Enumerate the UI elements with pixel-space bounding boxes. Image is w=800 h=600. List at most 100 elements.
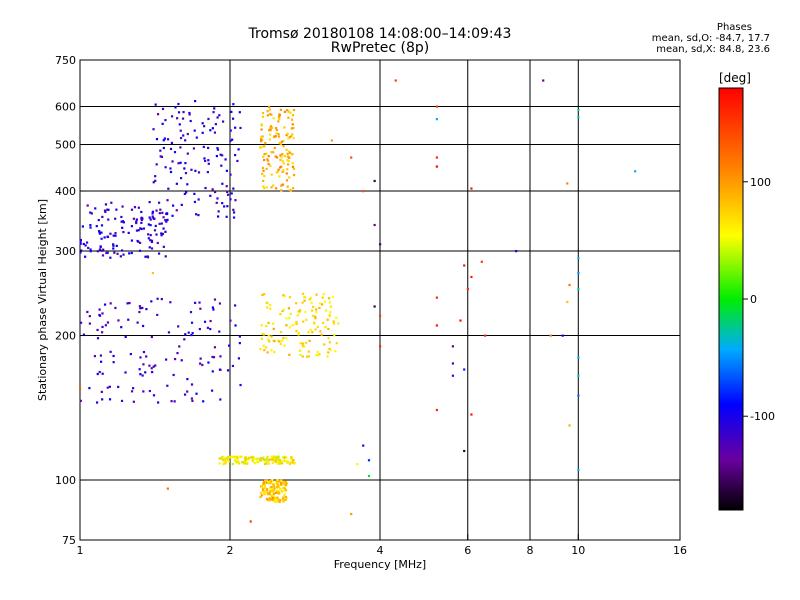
cluster-point [280, 483, 283, 486]
cluster-point [288, 156, 291, 159]
cluster-point [160, 232, 163, 235]
cluster-point [274, 155, 277, 158]
cluster-point [190, 333, 193, 337]
cluster-point [279, 158, 282, 162]
cluster-point [283, 487, 287, 491]
cluster-point [323, 300, 326, 303]
cluster-point [289, 312, 292, 315]
cluster-point [278, 492, 281, 495]
cluster-point [169, 301, 172, 304]
cluster-point [139, 356, 142, 359]
cluster-point [190, 397, 193, 400]
cluster-point [151, 216, 155, 219]
cluster-point [295, 302, 298, 305]
data-point [435, 165, 438, 168]
data-point [549, 334, 552, 337]
cluster-point [218, 457, 221, 460]
data-point [451, 374, 455, 377]
cluster-point [177, 111, 181, 114]
cluster-point [130, 225, 134, 228]
cluster-point [106, 321, 110, 324]
cluster-point [162, 227, 165, 230]
cluster-point [284, 498, 287, 501]
cluster-point [260, 324, 263, 327]
data-point [166, 487, 169, 490]
cluster-point [131, 387, 135, 390]
cluster-point [178, 123, 181, 126]
cluster-point [278, 340, 281, 343]
cluster-point [265, 457, 269, 460]
cluster-point [327, 351, 330, 354]
cluster-point [216, 148, 220, 151]
cluster-point [283, 459, 286, 462]
cluster-point [79, 238, 82, 242]
cluster-point [101, 372, 104, 375]
cluster-point [282, 480, 285, 484]
cluster-point [268, 129, 271, 132]
cluster-point [270, 186, 273, 189]
cluster-point [244, 458, 247, 462]
cluster-point [322, 293, 325, 296]
cluster-point [177, 325, 180, 328]
cluster-point [270, 455, 274, 458]
colorbar-tick-label: -100 [750, 410, 775, 423]
cluster-point [276, 483, 279, 486]
cluster-point [207, 159, 210, 162]
cluster-point [211, 306, 215, 309]
cluster-point [283, 344, 286, 347]
cluster-point [270, 173, 273, 176]
cluster-point [95, 401, 99, 404]
cluster-point [265, 152, 268, 155]
cluster-point [243, 456, 247, 460]
cluster-point [266, 306, 269, 309]
cluster-point [318, 306, 321, 310]
colorbar-label: [deg] [719, 71, 751, 85]
cluster-point [295, 320, 298, 324]
cluster-point [228, 344, 231, 347]
cluster-point [186, 183, 189, 186]
cluster-point [285, 172, 288, 175]
cluster-point [275, 499, 278, 502]
cluster-point [314, 317, 317, 320]
cluster-point [224, 462, 227, 465]
cluster-point [279, 488, 283, 491]
cluster-point [276, 170, 280, 174]
cluster-point [247, 457, 251, 460]
cluster-point [276, 500, 279, 503]
data-point [577, 468, 580, 472]
cluster-point [128, 252, 131, 255]
cluster-point [147, 237, 150, 240]
cluster-point [272, 499, 276, 503]
cluster-point [279, 313, 282, 316]
cluster-point [176, 117, 179, 120]
data-point [435, 324, 438, 327]
cluster-point [237, 460, 240, 464]
cluster-point [173, 400, 176, 403]
data-point [634, 170, 637, 173]
cluster-point [287, 150, 291, 153]
cluster-point [190, 321, 194, 324]
cluster-point [277, 133, 280, 136]
cluster-point [268, 499, 271, 502]
cluster-point [100, 390, 103, 394]
cluster-point [270, 335, 273, 338]
cluster-point [209, 327, 212, 331]
cluster-point [188, 113, 191, 116]
plot-subtitle: RwPretec (8p) [330, 40, 430, 56]
cluster-point [213, 107, 216, 110]
cluster-point [277, 120, 280, 123]
cluster-point [214, 123, 217, 126]
cluster-point [112, 354, 115, 358]
cluster-point [256, 457, 259, 460]
cluster-point [183, 338, 186, 341]
cluster-point [226, 193, 230, 196]
data-point [568, 424, 571, 427]
cluster-point [201, 363, 204, 367]
cluster-point [207, 146, 210, 150]
cluster-point [96, 337, 100, 340]
cluster-point [106, 235, 109, 238]
data-point [451, 345, 455, 348]
cluster-point [265, 167, 268, 170]
data-point [435, 105, 438, 108]
cluster-point [236, 456, 239, 459]
